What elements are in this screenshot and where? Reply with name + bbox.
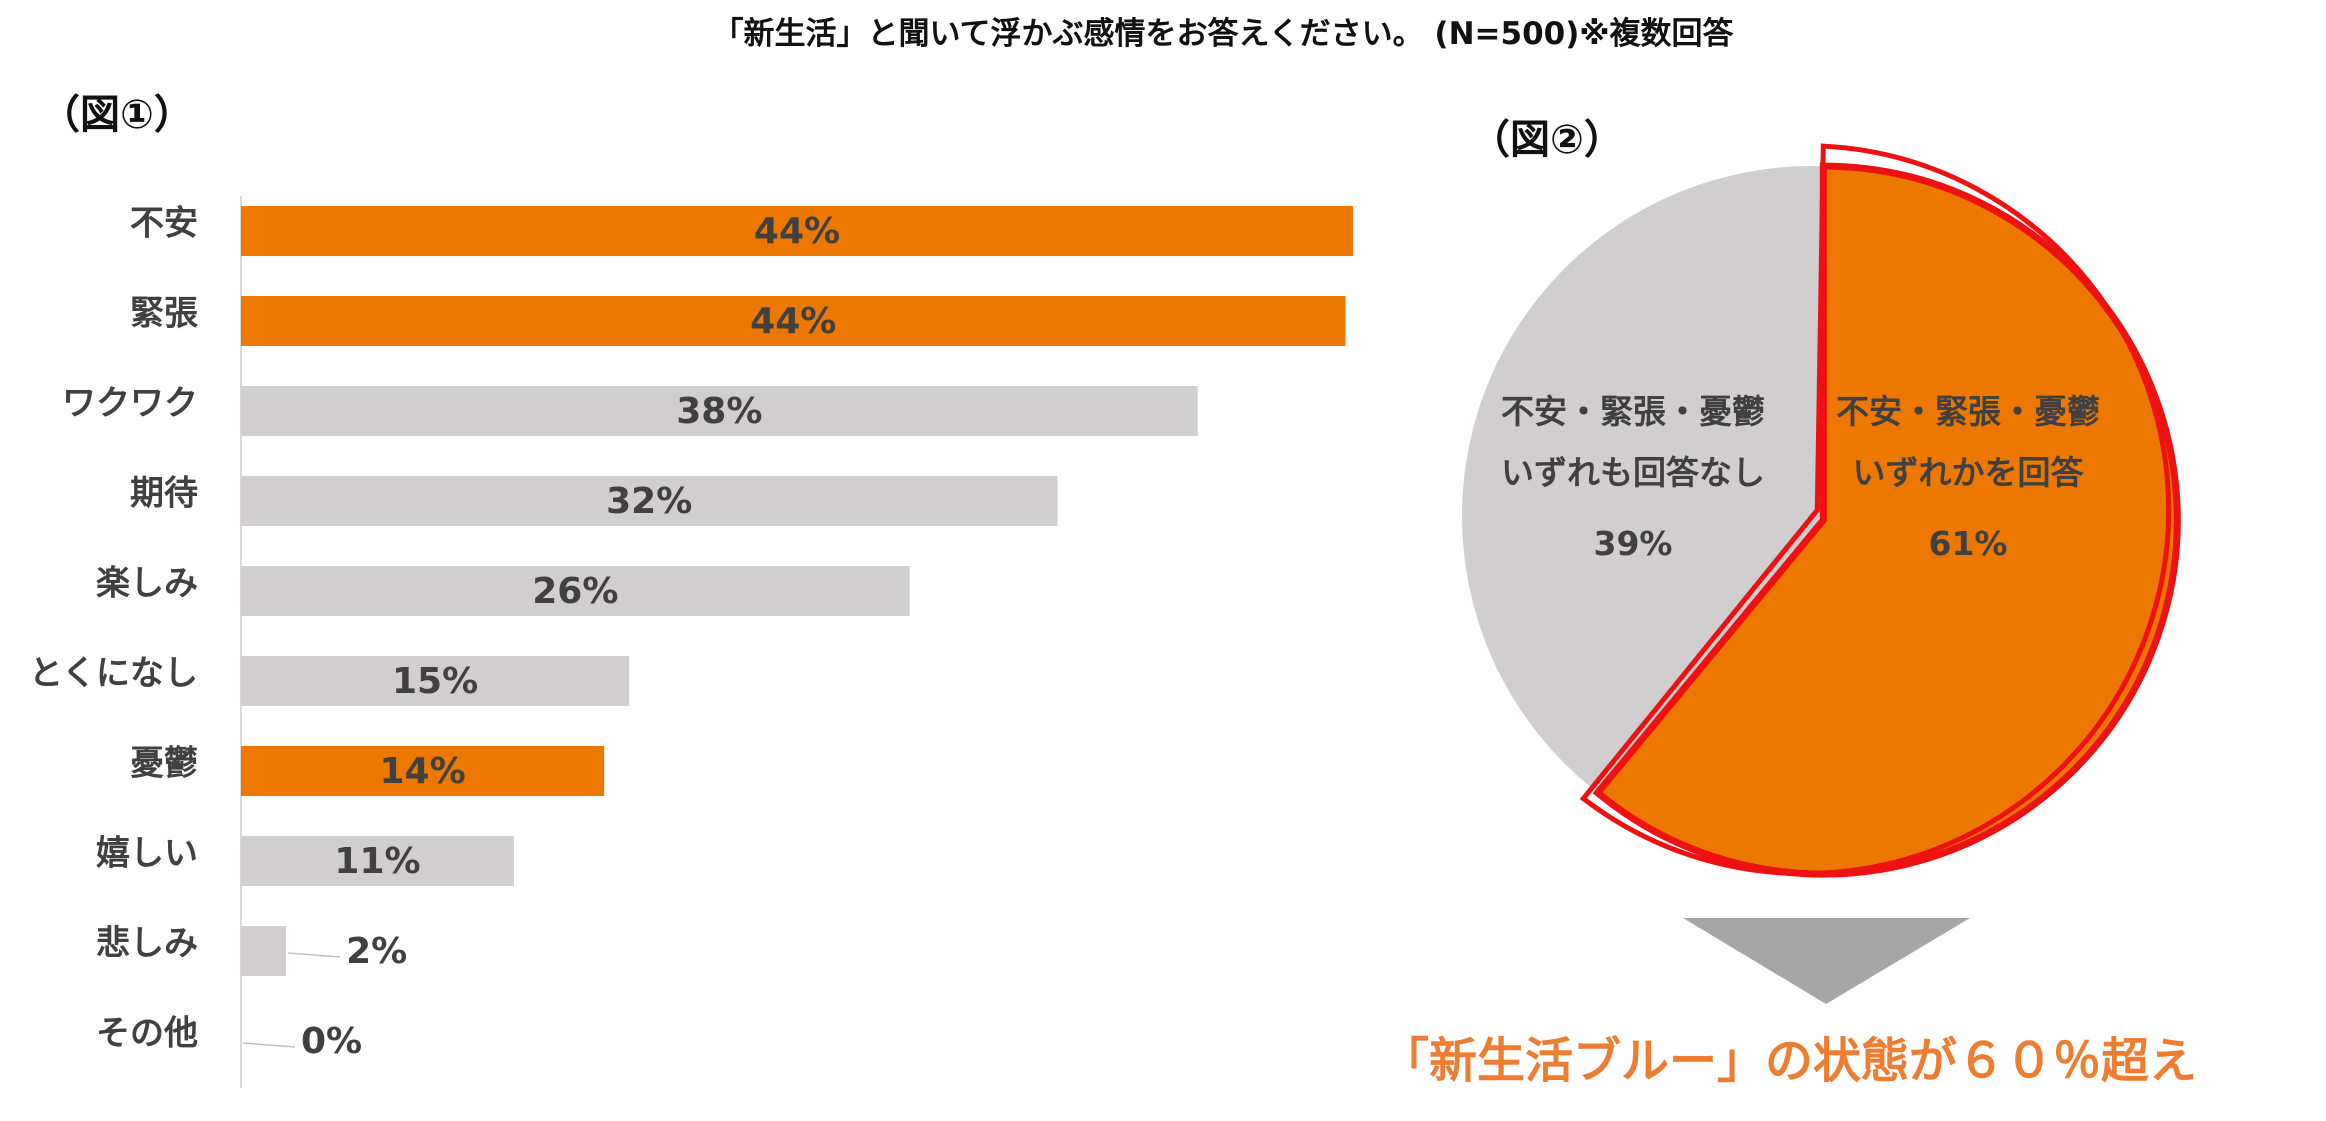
pie-label-none-line2: いずれも回答なし [1501, 453, 1765, 492]
bar [241, 926, 287, 976]
bar [241, 296, 1346, 346]
value-label: 0% [301, 1021, 362, 1062]
value-label: 32% [606, 481, 692, 522]
figure2-label: （図②） [1470, 117, 1624, 163]
bar [241, 836, 514, 886]
category-label: 嬉しい [96, 834, 198, 874]
bar [241, 206, 1353, 256]
pie-label-none-line1: 不安・緊張・憂鬱 [1501, 392, 1765, 431]
category-label: 緊張 [130, 294, 198, 334]
value-label: 44% [754, 211, 840, 252]
value-label: 14% [379, 751, 465, 792]
value-label: 38% [676, 391, 762, 432]
value-label: 26% [532, 571, 618, 612]
pie-value-none: 39% [1594, 524, 1673, 563]
bar-chart: （図①） 不安 44% 緊張 44% ワクワク 38% 期待 32% 楽しみ 26% とくになし 15… [29, 92, 1353, 1088]
category-label: 期待 [130, 474, 198, 514]
pie-slice-highlight-frame [1579, 143, 2172, 877]
category-label: 不安 [130, 204, 198, 244]
conclusion-text: 「新生活ブルー」の状態が６０％超え [1381, 1033, 2197, 1089]
category-label: とくになし [29, 654, 198, 694]
value-label: 2% [346, 931, 407, 972]
bar [241, 476, 1058, 526]
value-label: 44% [750, 301, 836, 342]
leader-line [242, 1042, 296, 1048]
bar [241, 656, 630, 706]
bar [241, 566, 910, 616]
chart-title: 「新生活」と聞いて浮かぶ感情をお答えください。 (N=500)※複数回答 [712, 16, 1734, 52]
pie-value-any: 61% [1929, 524, 2008, 563]
value-label: 11% [334, 841, 420, 882]
bar [241, 746, 605, 796]
value-label: 15% [392, 661, 478, 702]
category-label: 悲しみ [96, 924, 198, 964]
leader-line [288, 952, 341, 958]
category-label: ワクワク [62, 384, 198, 424]
pie-label-any-line2: いずれかを回答 [1853, 453, 2085, 492]
down-arrow [1683, 918, 1970, 1004]
figure1-label: （図①） [40, 92, 194, 138]
pie-chart: （図②） 不安・緊張・憂鬱いずれかを回答61%不安・緊張・憂鬱いずれも回答なし3… [1462, 117, 2181, 878]
category-label: 憂鬱 [130, 744, 198, 784]
pie-label-any-line1: 不安・緊張・憂鬱 [1836, 392, 2100, 431]
category-label: 楽しみ [96, 564, 198, 604]
bar [241, 386, 1198, 436]
category-label: その他 [96, 1014, 198, 1054]
